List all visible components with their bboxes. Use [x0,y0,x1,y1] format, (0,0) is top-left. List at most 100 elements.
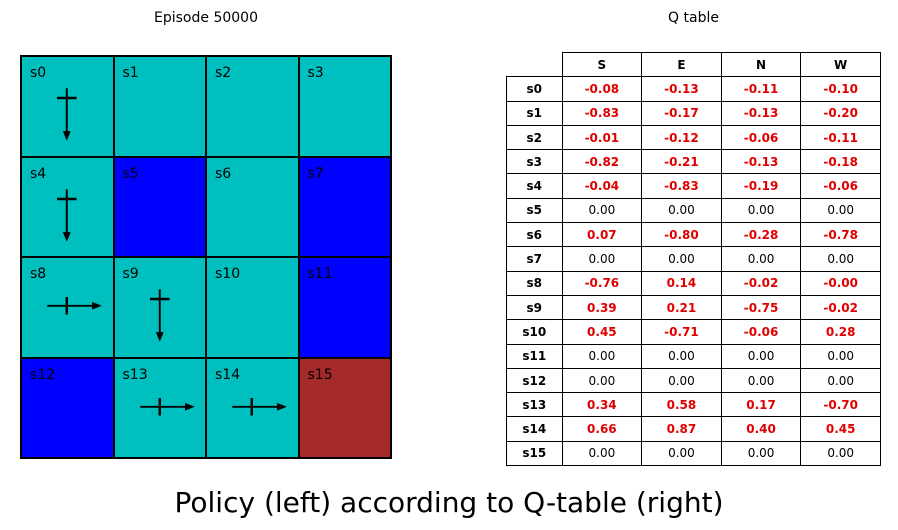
qtable-cell: -0.08 [561,76,643,102]
table-row: s3 -0.82 -0.21 -0.13 -0.18 [506,149,881,175]
cell-label: s8 [30,266,47,282]
qtable-cell: 0.34 [561,392,643,418]
cell-label: s11 [307,266,333,282]
qtable-title: Q table [668,10,719,26]
cell-label: s14 [215,366,241,383]
qtable-cell: 0.00 [641,367,722,394]
qtable-cell: 0.00 [561,440,643,467]
grid-cell-s8: s8 [21,257,114,358]
qtable-cell: 0.45 [800,416,881,442]
policy-arrow-right-icon [232,397,287,416]
qtable-cell: 0.00 [561,246,643,272]
qtable-cell: -0.06 [720,124,802,151]
qtable-cell: -0.21 [641,149,722,175]
qtable-cell: 0.21 [641,294,722,321]
qtable-cell: -0.19 [720,173,802,199]
qtable-cell: 0.00 [720,197,802,224]
cell-label: s15 [307,366,333,383]
cell-label: s2 [215,65,232,81]
qtable-cell: 0.00 [720,367,802,394]
qtable-cell: 0.39 [561,294,643,321]
qtable-cell: -0.06 [720,319,802,345]
qtable-row-header: s6 [506,222,563,248]
qtable-cell: -0.71 [641,319,722,345]
qtable-row-header: s12 [506,367,563,394]
qtable-cell: -0.13 [720,149,802,175]
table-row: s13 0.34 0.58 0.17 -0.70 [506,392,881,418]
qtable-row-header: s8 [506,270,563,296]
qtable-cell: -0.02 [800,294,881,321]
qtable-cell: -0.04 [561,173,643,199]
qtable-row-header: s7 [506,246,563,272]
grid-cell-s6: s6 [206,156,299,257]
table-row: s7 0.00 0.00 0.00 0.00 [506,246,881,272]
qtable-cell: 0.40 [720,416,802,442]
qtable-cell: 0.00 [800,197,881,224]
table-row: s11 0.00 0.00 0.00 0.00 [506,343,881,369]
table-row: s14 0.66 0.87 0.40 0.45 [506,416,881,442]
grid-cell-s15: s15 [298,357,391,458]
qtable-row-header: s15 [506,440,563,467]
qtable-column-header: N [720,51,802,78]
qtable-cell: 0.14 [641,270,722,296]
qtable-corner [506,52,563,78]
table-row: s12 0.00 0.00 0.00 0.00 [506,367,881,394]
qtable-cell: -0.80 [641,222,722,248]
table-row: s9 0.39 0.21 -0.75 -0.02 [506,294,881,321]
policy-arrow-right-icon [139,397,195,416]
grid-title: Episode 50000 [154,10,258,26]
qtable-cell: 0.17 [720,392,802,418]
grid-cell-s5: s5 [113,156,206,257]
policy-arrow-down-icon [149,289,169,342]
qtable-column-header: E [641,51,722,78]
qtable-cell: -0.11 [800,124,881,151]
grid-cell-s10: s10 [206,257,299,358]
cell-label: s9 [122,266,139,282]
policy-grid: s0 s1 s2 s3 s4 s5 s6 s7 s8 s9 s10 s11 s12 s13 s14 s15 [20,55,392,459]
qtable-cell: 0.00 [800,367,881,394]
qtable-column-header: W [800,51,881,78]
grid-cell-s3: s3 [298,56,391,157]
qtable-cell: -0.13 [720,100,802,126]
qtable-cell: 0.00 [561,343,643,369]
policy-arrow-down-icon [57,88,77,141]
qtable-cell: 0.00 [641,440,722,467]
table-row: s15 0.00 0.00 0.00 0.00 [506,440,881,467]
grid-cell-s9: s9 [113,257,206,358]
cell-label: s10 [215,266,241,282]
qtable-cell: 0.00 [720,246,802,272]
table-row: s1 -0.83 -0.17 -0.13 -0.20 [506,100,881,126]
qtable-cell: -0.00 [800,270,881,296]
table-row: s8 -0.76 0.14 -0.02 -0.00 [506,270,881,296]
grid-cell-s0: s0 [21,56,114,157]
qtable-cell: -0.18 [800,149,881,175]
cell-label: s7 [307,165,324,182]
grid-cell-s12: s12 [21,357,114,458]
grid-cell-s14: s14 [206,357,299,458]
qtable-cell: -0.06 [800,173,881,199]
cell-label: s0 [30,65,47,81]
qtable-cell: -0.76 [561,270,643,296]
qtable-cell: 0.00 [641,343,722,369]
cell-label: s12 [30,366,56,383]
qtable-cell: 0.00 [720,440,802,467]
qtable-row-header: s13 [506,392,563,418]
qtable-row-header: s2 [506,124,563,151]
qtable-cell: 0.00 [800,246,881,272]
cell-label: s13 [122,366,148,383]
grid-cell-s4: s4 [21,156,114,257]
qtable-cell: -0.02 [720,270,802,296]
qtable-cell: -0.83 [641,173,722,199]
qtable-row-header: s5 [506,197,563,224]
qtable-cell: 0.00 [800,440,881,467]
qtable-cell: -0.20 [800,100,881,126]
grid-cell-s2: s2 [206,56,299,157]
policy-arrow-right-icon [47,297,102,315]
cell-label: s5 [122,165,139,182]
qtable-row-header: s10 [506,319,563,345]
qtable-cell: 0.00 [641,246,722,272]
qtable-row-header: s4 [506,173,563,199]
qtable-cell: -0.70 [800,392,881,418]
